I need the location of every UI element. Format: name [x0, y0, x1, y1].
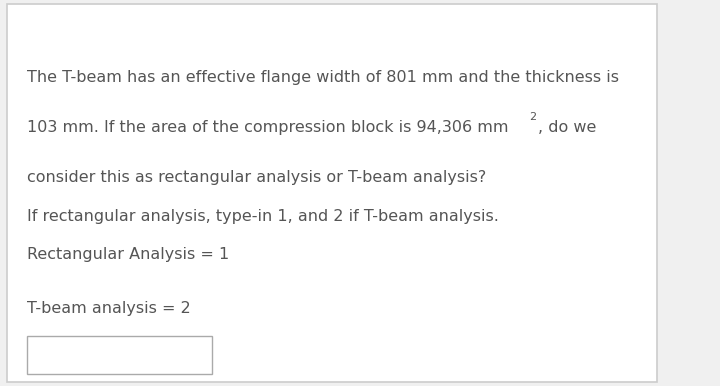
Text: If rectangular analysis, type-in 1, and 2 if T-beam analysis.: If rectangular analysis, type-in 1, and …: [27, 209, 498, 223]
Text: consider this as rectangular analysis or T-beam analysis?: consider this as rectangular analysis or…: [27, 170, 486, 185]
Text: T-beam analysis = 2: T-beam analysis = 2: [27, 301, 190, 316]
Text: 103 mm. If the area of the compression block is 94,306 mm: 103 mm. If the area of the compression b…: [27, 120, 508, 135]
Text: Rectangular Analysis = 1: Rectangular Analysis = 1: [27, 247, 229, 262]
Text: , do we: , do we: [539, 120, 597, 135]
Text: The T-beam has an effective flange width of 801 mm and the thickness is: The T-beam has an effective flange width…: [27, 70, 618, 85]
FancyBboxPatch shape: [27, 336, 212, 374]
Text: 2: 2: [530, 112, 536, 122]
FancyBboxPatch shape: [6, 4, 657, 382]
